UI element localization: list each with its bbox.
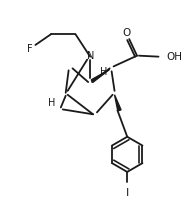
Text: OH: OH [166, 52, 182, 62]
Text: O: O [122, 28, 130, 38]
Text: F: F [27, 44, 32, 54]
Text: H: H [48, 98, 56, 108]
Text: I: I [126, 187, 129, 198]
Polygon shape [115, 95, 121, 111]
Polygon shape [91, 69, 110, 82]
Text: N: N [87, 51, 95, 61]
Text: H: H [100, 67, 108, 77]
